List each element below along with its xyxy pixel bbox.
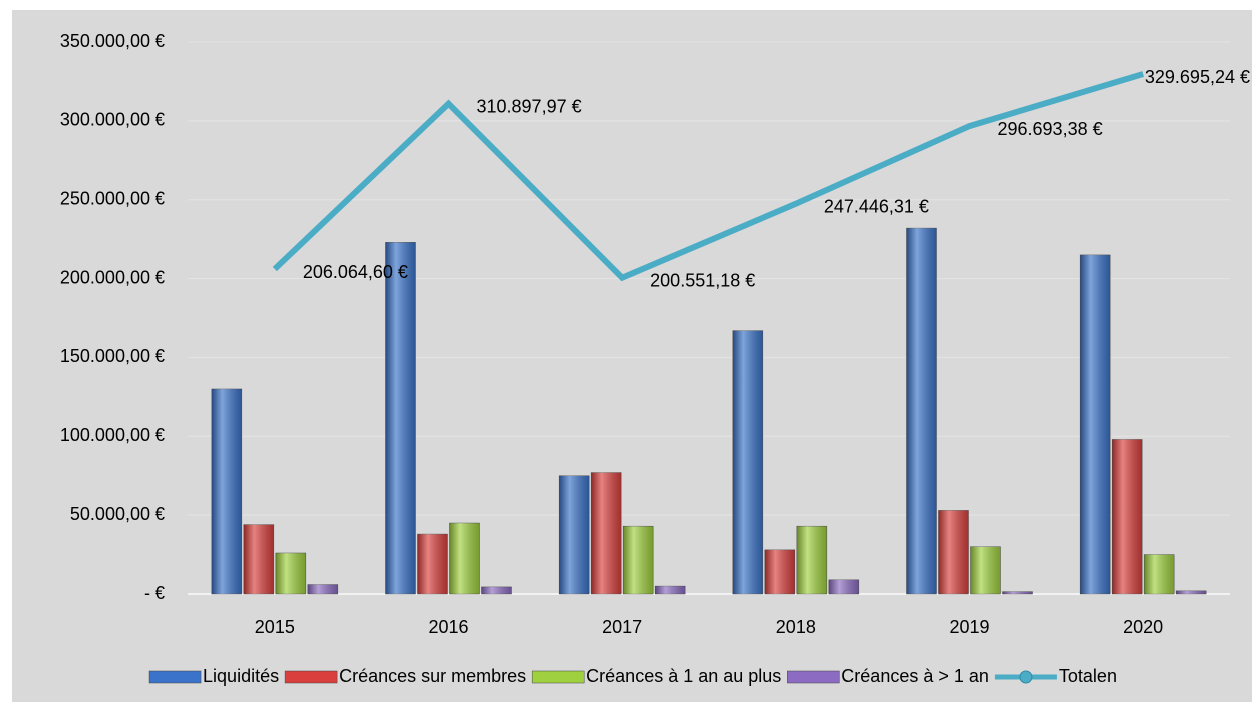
- legend-swatch: [148, 670, 202, 684]
- legend-swatch: [1019, 670, 1033, 684]
- legend-item: Créances sur membres: [284, 666, 526, 686]
- bar-shade: [481, 586, 512, 594]
- bar-shade: [764, 549, 795, 594]
- legend-label: Créances à > 1 an: [841, 666, 989, 686]
- bar-shade: [385, 242, 416, 594]
- x-tick-label: 2016: [428, 617, 468, 637]
- bar-shade: [559, 475, 590, 594]
- y-tick-label: 200.000,00 €: [60, 267, 165, 287]
- x-tick-label: 2017: [602, 617, 642, 637]
- bar-shade: [211, 388, 242, 594]
- y-tick-label: 150.000,00 €: [60, 346, 165, 366]
- bar-shade: [655, 586, 686, 594]
- bar-shade: [796, 526, 827, 594]
- y-tick-label: 50.000,00 €: [70, 504, 165, 524]
- x-tick-label: 2020: [1123, 617, 1163, 637]
- legend-swatch: [787, 670, 840, 684]
- bar-shade: [828, 579, 859, 594]
- bar-shade: [417, 534, 448, 594]
- y-tick-label: 350.000,00 €: [60, 31, 165, 51]
- legend-swatch: [284, 670, 338, 684]
- data-label: 296.693,38 €: [998, 119, 1103, 139]
- y-tick-label: - €: [144, 583, 165, 603]
- x-tick-label: 2018: [776, 617, 816, 637]
- legend-label: Créances sur membres: [339, 666, 526, 686]
- legend-item: Créances à 1 an au plus: [531, 666, 781, 686]
- legend-label: Liquidités: [203, 666, 279, 686]
- bar-shade: [1144, 554, 1175, 594]
- bar-shade: [970, 546, 1001, 594]
- bar-shade: [906, 228, 937, 595]
- legend-item: Liquidités: [148, 666, 279, 686]
- data-label: 200.551,18 €: [650, 270, 755, 290]
- bar-shade: [938, 510, 969, 594]
- data-label: 247.446,31 €: [824, 196, 929, 216]
- data-label: 206.064,60 €: [303, 262, 408, 282]
- bar-shade: [275, 552, 306, 594]
- bar-shade: [623, 526, 654, 594]
- legend-label: Créances à 1 an au plus: [586, 666, 781, 686]
- x-tick-label: 2015: [255, 617, 295, 637]
- bar-shade: [1002, 591, 1033, 594]
- bar-shade: [307, 584, 338, 594]
- y-tick-label: 250.000,00 €: [60, 188, 165, 208]
- bar-shade: [449, 523, 480, 594]
- line: [272, 71, 1145, 282]
- bar-shade: [1112, 439, 1143, 594]
- chart-background: [12, 10, 1252, 702]
- legend-item: Créances à > 1 an: [787, 666, 989, 686]
- data-label: 329.695,24 €: [1145, 67, 1250, 87]
- bar-shade: [591, 472, 622, 594]
- bar-shade: [1176, 590, 1207, 594]
- legend-swatch: [531, 670, 585, 684]
- legend-item: Totalen: [994, 666, 1117, 686]
- bar-shade: [243, 524, 274, 594]
- x-tick-label: 2019: [949, 617, 989, 637]
- bar-shade: [732, 330, 763, 594]
- legend-label: Totalen: [1059, 666, 1117, 686]
- bar-shade: [1080, 254, 1111, 594]
- y-tick-label: 100.000,00 €: [60, 425, 165, 445]
- y-tick-label: 300.000,00 €: [60, 110, 165, 130]
- data-label: 310.897,97 €: [477, 96, 582, 116]
